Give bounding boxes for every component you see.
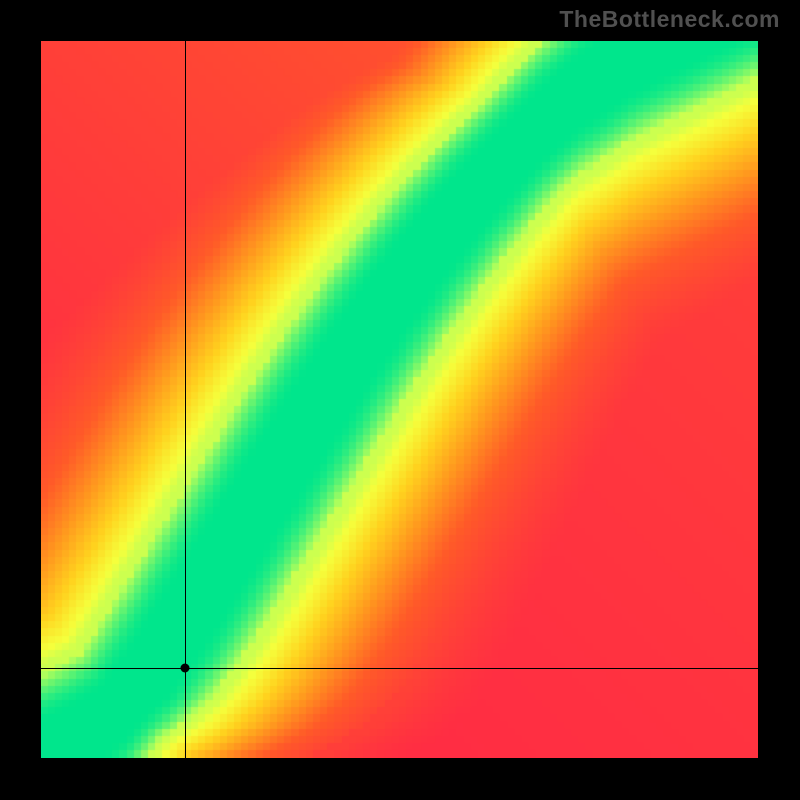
crosshair-dot xyxy=(180,663,189,672)
crosshair-vertical xyxy=(185,41,186,758)
heatmap-canvas xyxy=(41,41,758,758)
heatmap-plot xyxy=(41,41,758,758)
watermark-text: TheBottleneck.com xyxy=(559,6,780,33)
crosshair-horizontal xyxy=(41,668,758,669)
